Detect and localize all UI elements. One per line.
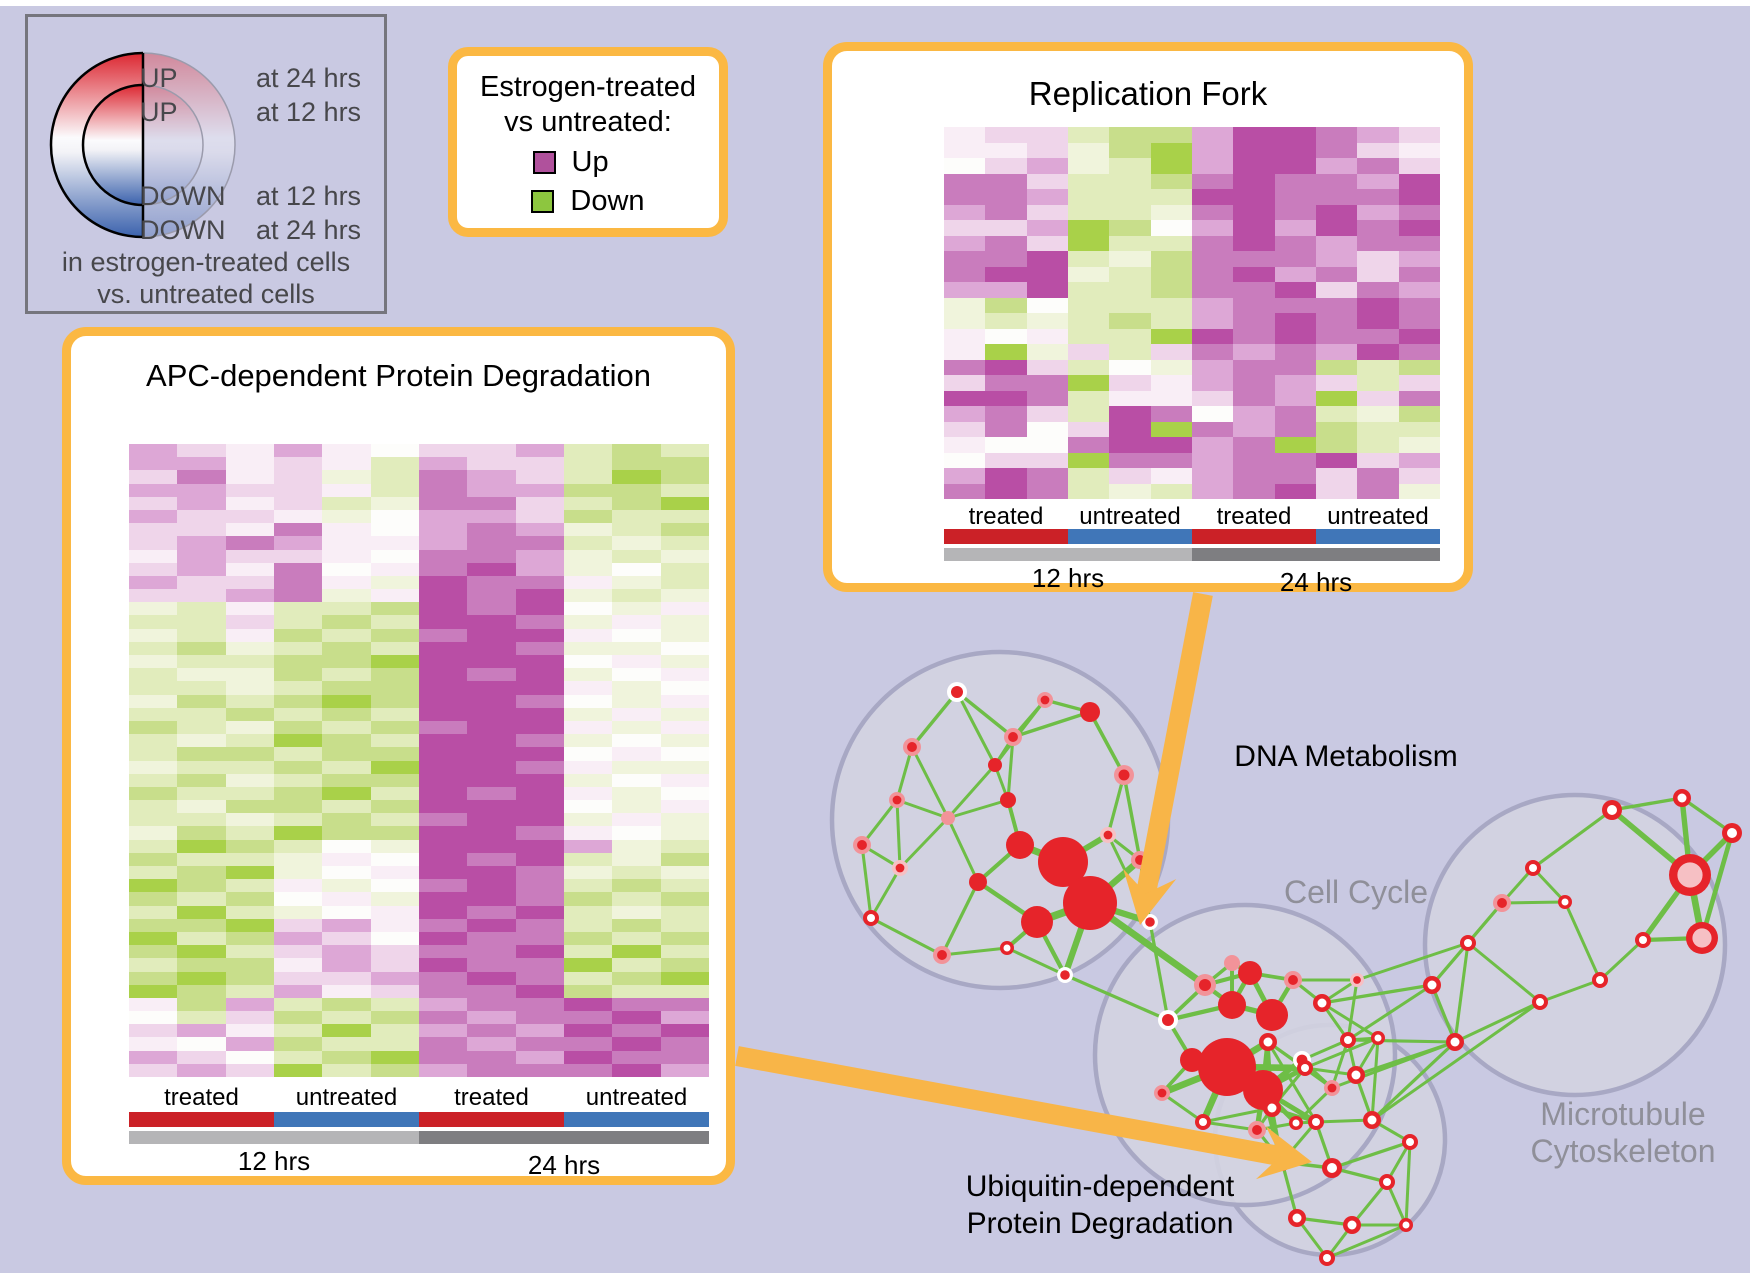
- apc-degradation-heatmap: [129, 444, 709, 1077]
- replication-fork-title: Replication Fork: [1028, 75, 1268, 112]
- cluster-label-cell-cycle: Cell Cycle: [1283, 874, 1429, 910]
- ring-legend-caption-line1: in estrogen-treated cells: [61, 247, 351, 277]
- replication-fork-12hrs-label: 12 hrs: [1031, 563, 1105, 593]
- apc-degradation-panel: APC-dependent Protein Degradation treate…: [62, 327, 735, 1185]
- apc-time-bar: [129, 1131, 709, 1144]
- estrogen-colorkey-legend: Estrogen-treated vs untreated: Up Down: [448, 47, 728, 237]
- replication-fork-condition-bar: [944, 529, 1440, 544]
- cluster-label-microtubule-cytoskeleton: Microtubule Cytoskeleton: [1530, 1096, 1716, 1169]
- apc-degradation-title: APC-dependent Protein Degradation: [146, 358, 651, 393]
- cluster-label-dna-metabolism: DNA Metabolism: [1234, 740, 1458, 773]
- ring-legend-caption-line2: vs. untreated cells: [97, 279, 315, 309]
- ring-colorkey-legend: UP at 24 hrs UP at 12 hrs DOWN at 12 hrs DO…: [25, 14, 387, 314]
- replication-fork-group-labels: treated untreated treated untreated: [968, 503, 1429, 530]
- apc-12hrs-label: 12 hrs: [237, 1146, 311, 1176]
- apc-group-labels: treated untreated treated untreated: [164, 1084, 688, 1111]
- apc-condition-bar: [129, 1112, 709, 1127]
- apc-24hrs-label: 24 hrs: [527, 1150, 601, 1180]
- replication-fork-heatmap: [944, 127, 1440, 499]
- replication-fork-panel: Replication Fork treated untreated treate…: [823, 42, 1473, 597]
- estrogen-legend-title: Estrogen-treated vs untreated:: [479, 71, 696, 138]
- cluster-label-ubiquitin-degradation: Ubiquitin-dependent Protein Degradation: [965, 1170, 1235, 1240]
- legend-item-down: Down: [457, 185, 719, 218]
- ring-colorkey-graphic: [49, 51, 236, 239]
- legend-item-up: Up: [457, 146, 719, 179]
- replication-fork-24hrs-label: 24 hrs: [1279, 567, 1353, 597]
- down-color-swatch: [531, 190, 555, 213]
- top-white-margin: [0, 0, 1750, 6]
- replication-fork-time-bar: [944, 548, 1440, 561]
- bottom-white-margin: [0, 1273, 1750, 1279]
- up-color-swatch: [532, 151, 556, 174]
